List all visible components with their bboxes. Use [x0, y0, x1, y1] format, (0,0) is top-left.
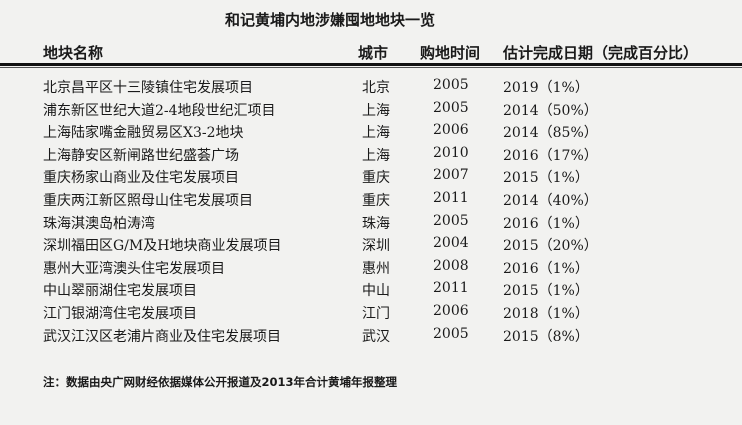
cell-purchase-year: 2005 — [433, 99, 469, 116]
table-row: 武汉江汉区老浦片商业及住宅发展项目 武汉 2005 2015（8%） — [0, 326, 742, 349]
table-row: 重庆两江新区照母山住宅发展项目 重庆 2011 2014（40%） — [0, 190, 742, 213]
cell-city: 深圳 — [362, 238, 390, 255]
cell-purchase-year: 2005 — [433, 325, 469, 342]
cell-estimated-completion: 2018（1%） — [503, 305, 589, 322]
table-row: 浦东新区世纪大道2-4地段世纪汇项目 上海 2005 2014（50%） — [0, 100, 742, 123]
table-row: 中山翠丽湖住宅发展项目 中山 2011 2015（1%） — [0, 280, 742, 303]
table-body: 北京昌平区十三陵镇住宅发展项目 北京 2005 2019（1%） 浦东新区世纪大道2-4… — [0, 77, 742, 348]
cell-city: 上海 — [362, 147, 390, 164]
table-row: 深圳福田区G/M及H地块商业发展项目 深圳 2004 2015（20%） — [0, 235, 742, 258]
cell-estimated-completion: 2014（85%） — [503, 125, 598, 142]
cell-city: 惠州 — [362, 260, 390, 277]
table-row: 珠海淇澳岛柏涛湾 珠海 2005 2016（1%） — [0, 213, 742, 236]
cell-plot-name: 武汉江汉区老浦片商业及住宅发展项目 — [43, 328, 281, 345]
cell-estimated-completion: 2015（1%） — [503, 283, 589, 300]
cell-purchase-year: 2011 — [433, 189, 469, 206]
cell-estimated-completion: 2014（40%） — [503, 192, 598, 209]
table-row: 上海陆家嘴金融贸易区X3-2地块 上海 2006 2014（85%） — [0, 122, 742, 145]
table-title: 和记黄埔内地涉嫌囤地地块一览 — [224, 11, 435, 29]
cell-plot-name: 上海陆家嘴金融贸易区X3-2地块 — [43, 125, 244, 142]
header-divider-thin — [0, 67, 742, 68]
header-divider — [0, 63, 742, 66]
header-plot-name: 地块名称 — [43, 44, 104, 62]
cell-purchase-year: 2005 — [433, 77, 469, 93]
cell-city: 中山 — [362, 283, 390, 300]
cell-plot-name: 深圳福田区G/M及H地块商业发展项目 — [43, 238, 282, 255]
cell-city: 上海 — [362, 125, 390, 142]
cell-plot-name: 重庆两江新区照母山住宅发展项目 — [43, 192, 253, 209]
cell-purchase-year: 2005 — [433, 212, 469, 229]
footnote: 注：数据由央广网财经依据媒体公开报道及2013年合计黄埔年报整理 — [43, 375, 398, 389]
table-row: 惠州大亚湾澳头住宅发展项目 惠州 2008 2016（1%） — [0, 258, 742, 281]
cell-city: 北京 — [362, 80, 390, 96]
header-purchase-year: 购地时间 — [420, 44, 481, 62]
cell-estimated-completion: 2016（1%） — [503, 215, 589, 232]
cell-plot-name: 珠海淇澳岛柏涛湾 — [43, 215, 155, 232]
cell-estimated-completion: 2014（50%） — [503, 102, 598, 119]
cell-estimated-completion: 2019（1%） — [503, 80, 589, 96]
cell-plot-name: 浦东新区世纪大道2-4地段世纪汇项目 — [43, 102, 276, 119]
cell-city: 上海 — [362, 102, 390, 119]
cell-estimated-completion: 2015（1%） — [503, 170, 589, 187]
cell-estimated-completion: 2016（1%） — [503, 260, 589, 277]
table-row: 北京昌平区十三陵镇住宅发展项目 北京 2005 2019（1%） — [0, 77, 742, 100]
cell-plot-name: 惠州大亚湾澳头住宅发展项目 — [43, 260, 225, 277]
cell-city: 重庆 — [362, 170, 390, 187]
cell-purchase-year: 2006 — [433, 122, 469, 139]
cell-city: 珠海 — [362, 215, 390, 232]
cell-city: 武汉 — [362, 328, 390, 345]
cell-purchase-year: 2004 — [433, 235, 469, 252]
cell-purchase-year: 2011 — [433, 280, 469, 297]
cell-estimated-completion: 2015（8%） — [503, 328, 589, 345]
cell-purchase-year: 2006 — [433, 302, 469, 319]
header-estimated-completion: 估计完成日期（完成百分比） — [503, 44, 699, 62]
header-city: 城市 — [358, 44, 389, 62]
cell-plot-name: 北京昌平区十三陵镇住宅发展项目 — [43, 80, 253, 96]
cell-purchase-year: 2007 — [433, 167, 469, 184]
cell-plot-name: 江门银湖湾住宅发展项目 — [43, 305, 197, 322]
cell-city: 重庆 — [362, 192, 390, 209]
cell-plot-name: 重庆杨家山商业及住宅发展项目 — [43, 170, 239, 187]
cell-plot-name: 中山翠丽湖住宅发展项目 — [43, 283, 197, 300]
cell-purchase-year: 2008 — [433, 257, 469, 274]
cell-city: 江门 — [362, 305, 390, 322]
table-row: 上海静安区新闸路世纪盛荟广场 上海 2010 2016（17%） — [0, 145, 742, 168]
cell-purchase-year: 2010 — [433, 144, 469, 161]
cell-estimated-completion: 2015（20%） — [503, 238, 598, 255]
table-row: 江门银湖湾住宅发展项目 江门 2006 2018（1%） — [0, 303, 742, 326]
cell-estimated-completion: 2016（17%） — [503, 147, 598, 164]
table-row: 重庆杨家山商业及住宅发展项目 重庆 2007 2015（1%） — [0, 167, 742, 190]
cell-plot-name: 上海静安区新闸路世纪盛荟广场 — [43, 147, 239, 164]
